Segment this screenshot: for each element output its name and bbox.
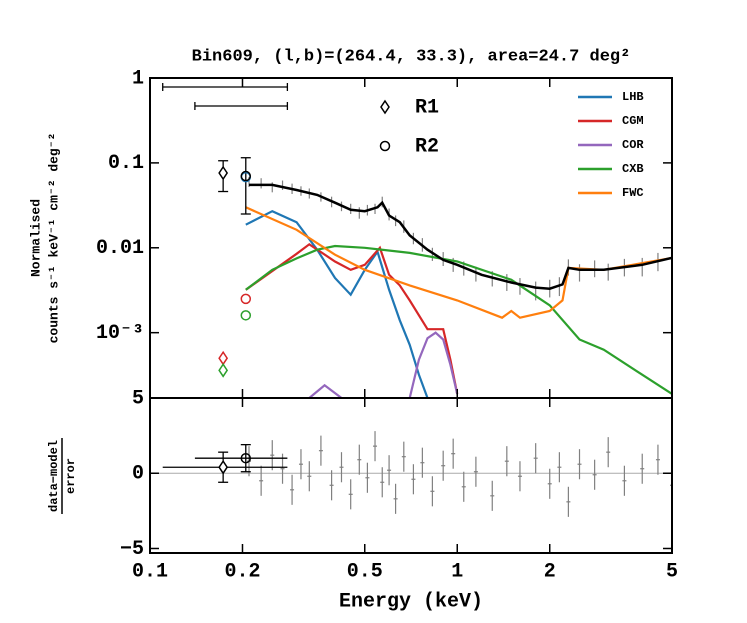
rosat-marker bbox=[240, 293, 252, 305]
rosat-marker bbox=[218, 165, 229, 181]
legend-label: COR bbox=[622, 138, 644, 152]
rosat-marker bbox=[240, 170, 252, 182]
x-tick-label: 0.2 bbox=[224, 560, 260, 583]
x-tick-label: 1 bbox=[451, 560, 463, 583]
component-line bbox=[245, 242, 459, 395]
y-axis-label: Normalised counts s⁻¹ keV⁻¹ cm⁻² deg⁻² bbox=[28, 133, 61, 344]
legend-label: CGM bbox=[622, 114, 644, 128]
plot-area bbox=[218, 157, 672, 398]
legend-label: LHB bbox=[622, 90, 644, 104]
x-tick-label: 0.1 bbox=[132, 560, 168, 583]
rosat-marker bbox=[218, 459, 229, 475]
component-line bbox=[245, 209, 429, 398]
component-line bbox=[308, 331, 459, 398]
residual-y-tick-label: −5 bbox=[120, 538, 144, 561]
y-tick-label: 0.01 bbox=[96, 237, 144, 260]
y-tick-label: 0.1 bbox=[108, 152, 144, 175]
residual-denominator: error bbox=[64, 458, 78, 494]
chart-title: Bin609, (l,b)=(264.4, 33.3), area=24.7 d… bbox=[192, 47, 631, 66]
rosat-marker bbox=[240, 452, 252, 464]
y-tick-label: 1 bbox=[132, 67, 144, 90]
legend-label: CXB bbox=[622, 162, 644, 176]
component-line bbox=[245, 244, 672, 395]
x-axis-label: Energy (keV) bbox=[339, 590, 483, 613]
rosat-marker bbox=[240, 310, 252, 321]
legend-label: FWC bbox=[622, 186, 644, 200]
residual-y-tick-label: 5 bbox=[132, 387, 144, 410]
y-tick-label: 10⁻³ bbox=[96, 322, 144, 345]
y-axis-label-line: Normalised bbox=[28, 199, 43, 277]
residual-numerator: data−model bbox=[47, 440, 61, 512]
residual-y-label: data−model error bbox=[47, 438, 78, 514]
residual-y-tick-label: 0 bbox=[132, 463, 144, 486]
rosat-marker bbox=[380, 99, 390, 115]
rosat-marker bbox=[218, 350, 229, 366]
x-tick-label: 5 bbox=[666, 560, 678, 583]
x-tick-label: 0.5 bbox=[347, 560, 383, 583]
rosat-marker bbox=[379, 140, 391, 152]
rosat-marker bbox=[218, 362, 229, 378]
rosat-legend-label: R1 bbox=[415, 96, 439, 119]
rosat-legend-label: R2 bbox=[415, 135, 439, 158]
y-axis-label-line: counts s⁻¹ keV⁻¹ cm⁻² deg⁻² bbox=[46, 133, 61, 344]
axes-frame bbox=[149, 397, 673, 554]
residual-area bbox=[150, 431, 672, 517]
x-tick-label: 2 bbox=[544, 560, 556, 583]
model-line bbox=[249, 183, 672, 290]
